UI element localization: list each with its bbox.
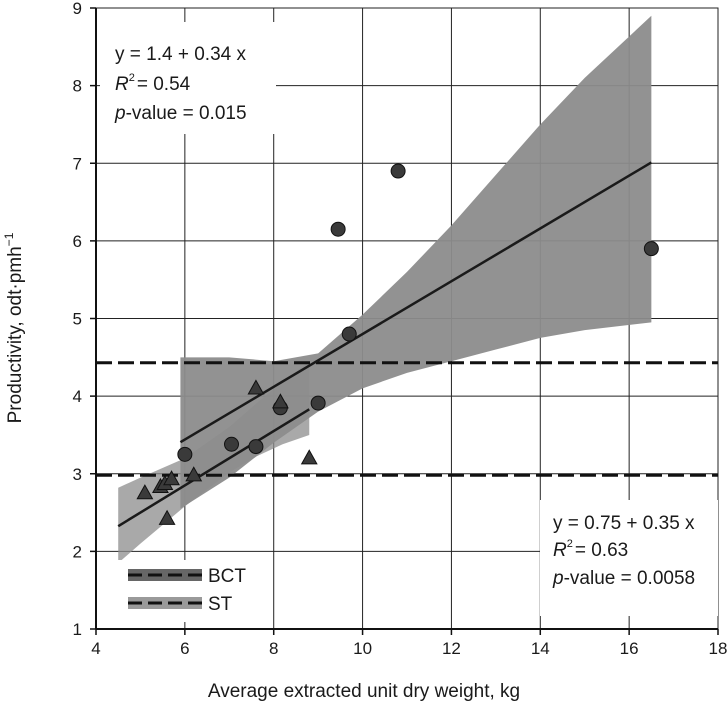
point-st bbox=[300, 449, 318, 465]
y-tick-label: 9 bbox=[73, 0, 82, 18]
point-st bbox=[136, 484, 154, 500]
x-tick-label: 4 bbox=[91, 639, 100, 658]
y-tick-label: 4 bbox=[73, 387, 82, 406]
point-st bbox=[163, 470, 180, 486]
point-bct bbox=[390, 163, 406, 179]
point-st bbox=[158, 509, 176, 525]
st-equation: y = 0.75 + 0.35 x bbox=[553, 513, 695, 534]
point-bct bbox=[224, 436, 240, 452]
legend-item-bct: BCT bbox=[128, 566, 246, 587]
x-tick-label: 12 bbox=[442, 639, 461, 658]
fit-line-bct bbox=[179, 161, 652, 444]
st-r2-value: = 0.63 bbox=[575, 540, 628, 561]
x-tick-label: 18 bbox=[709, 639, 727, 658]
st-annotation: y = 0.75 + 0.35 x R2 = 0.63 p-value = 0.0… bbox=[540, 500, 718, 616]
st-r2: R2 = 0.63 bbox=[553, 538, 628, 561]
y-tick-label: 7 bbox=[73, 154, 82, 173]
point-st bbox=[247, 379, 265, 395]
bct-pvalue-text: -value = 0.015 bbox=[126, 103, 247, 124]
st-pvalue-text: -value = 0.0058 bbox=[564, 568, 696, 589]
st-pvalue: p-value = 0.0058 bbox=[552, 568, 695, 589]
point-st bbox=[271, 393, 289, 409]
point-st bbox=[185, 466, 203, 482]
x-tick-label: 6 bbox=[180, 639, 189, 658]
bct-annotation: y = 1.4 + 0.34 x R2 = 0.54 p-value = 0.01… bbox=[100, 22, 276, 134]
x-tick-label: 10 bbox=[353, 639, 372, 658]
plot-frame bbox=[90, 7, 719, 635]
y-tick-label: 8 bbox=[73, 77, 82, 96]
x-tick-label: 8 bbox=[269, 639, 278, 658]
point-bct bbox=[341, 326, 357, 342]
fit-line-st bbox=[117, 408, 310, 528]
y-tick-label: 2 bbox=[73, 542, 82, 561]
y-axis-label: Productivity, odt·pmh−1 bbox=[2, 232, 26, 423]
point-bct bbox=[310, 395, 326, 411]
point-bct bbox=[643, 241, 659, 257]
fit-lines bbox=[117, 161, 652, 528]
bct-pvalue: p-value = 0.015 bbox=[114, 103, 247, 124]
bct-equation: y = 1.4 + 0.34 x bbox=[115, 44, 246, 65]
legend-swatch-bct bbox=[128, 569, 202, 581]
legend-swatch-st bbox=[128, 597, 202, 609]
y-tick-label: 5 bbox=[73, 310, 82, 329]
x-axis-label: Average extracted unit dry weight, kg bbox=[208, 681, 520, 702]
bct-r2-value: = 0.54 bbox=[137, 74, 191, 95]
y-tick-label: 6 bbox=[73, 232, 82, 251]
point-bct bbox=[177, 446, 193, 462]
legend-item-st: ST bbox=[128, 594, 233, 615]
x-tick-label: 14 bbox=[531, 639, 550, 658]
point-bct bbox=[248, 439, 264, 455]
data-points bbox=[136, 163, 659, 525]
point-bct bbox=[330, 221, 346, 237]
bct-r2: R2 = 0.54 bbox=[115, 72, 191, 95]
legend: BCT ST bbox=[115, 560, 255, 622]
legend-label-st: ST bbox=[208, 594, 233, 615]
legend-label-bct: BCT bbox=[208, 566, 246, 587]
y-tick-label: 1 bbox=[73, 620, 82, 639]
x-tick-label: 16 bbox=[620, 639, 639, 658]
y-axis-label-sup: −1 bbox=[2, 232, 16, 246]
y-axis-label-text: Productivity, odt·pmh bbox=[5, 246, 26, 423]
y-tick-label: 3 bbox=[73, 465, 82, 484]
